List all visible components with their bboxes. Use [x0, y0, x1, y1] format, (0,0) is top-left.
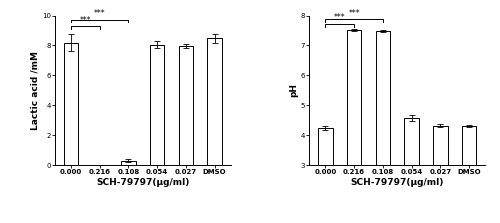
X-axis label: SCH-79797(μg/ml): SCH-79797(μg/ml): [350, 178, 444, 187]
Bar: [178, 46, 193, 165]
Text: ***: ***: [348, 9, 360, 18]
Bar: [347, 30, 362, 223]
Text: ***: ***: [80, 16, 91, 25]
Bar: [208, 38, 222, 165]
Bar: [376, 31, 390, 223]
Bar: [462, 126, 476, 223]
Y-axis label: Lactic acid /mM: Lactic acid /mM: [30, 51, 39, 130]
Bar: [318, 128, 332, 223]
Text: ***: ***: [334, 13, 345, 23]
Bar: [433, 126, 448, 223]
Text: ***: ***: [94, 9, 106, 18]
Y-axis label: pH: pH: [289, 83, 298, 97]
Bar: [404, 118, 419, 223]
Bar: [121, 161, 136, 165]
Bar: [150, 45, 164, 165]
X-axis label: SCH-79797(μg/ml): SCH-79797(μg/ml): [96, 178, 190, 187]
Bar: [64, 43, 78, 165]
